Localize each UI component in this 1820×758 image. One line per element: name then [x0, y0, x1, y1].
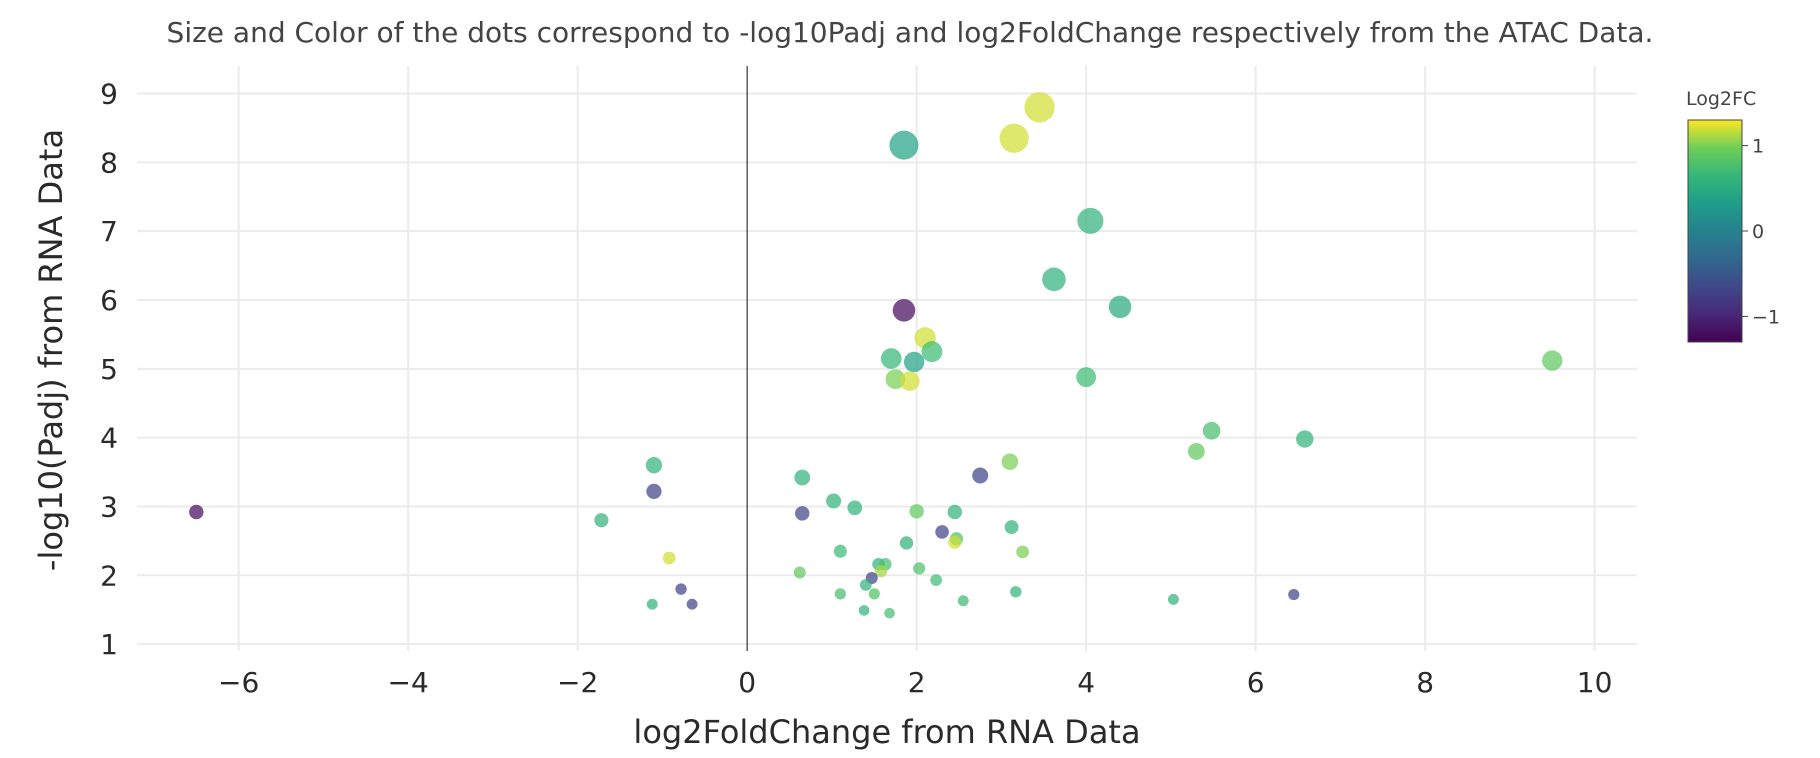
- data-point: [646, 483, 662, 499]
- data-point: [858, 605, 870, 616]
- data-points: [189, 92, 1563, 619]
- grid-lines: [137, 66, 1637, 651]
- x-tick-label: 0: [738, 666, 756, 699]
- data-point: [921, 341, 943, 363]
- y-tick-label: 3: [100, 490, 118, 523]
- colorbar-title: Log2FC: [1686, 88, 1756, 110]
- x-tick-label: −6: [218, 666, 259, 699]
- colorbar-ticks: 1 0 −1: [1742, 136, 1780, 328]
- data-point: [899, 536, 914, 550]
- y-axis-ticks: 1 2 3 4 5 6 7 8 9: [100, 78, 118, 662]
- data-point: [675, 583, 687, 595]
- x-tick-label: 2: [908, 666, 926, 699]
- data-point: [889, 130, 919, 160]
- data-point: [885, 369, 906, 390]
- colorbar-tick-label: 1: [1752, 136, 1764, 158]
- x-tick-label: 10: [1577, 666, 1613, 699]
- data-point: [1077, 207, 1104, 234]
- data-point: [1296, 430, 1314, 448]
- data-point: [794, 469, 811, 486]
- x-tick-label: 4: [1077, 666, 1095, 699]
- data-point: [1004, 520, 1019, 535]
- data-point: [1167, 593, 1179, 605]
- colorbar-tick-label: 0: [1752, 221, 1764, 243]
- data-point: [903, 351, 925, 373]
- data-point: [935, 525, 949, 539]
- data-point: [189, 504, 204, 520]
- data-point: [662, 551, 676, 565]
- data-point: [1016, 545, 1029, 559]
- data-point: [833, 544, 847, 558]
- colorbar-tick-label: −1: [1752, 306, 1780, 328]
- y-tick-label: 5: [100, 353, 118, 386]
- data-point: [1001, 453, 1019, 471]
- data-point: [947, 504, 963, 520]
- data-point: [892, 299, 916, 322]
- data-point: [859, 579, 872, 591]
- colorbar-gradient: [1687, 119, 1743, 343]
- data-point: [868, 588, 880, 600]
- x-axis-title: log2FoldChange from RNA Data: [633, 713, 1140, 751]
- data-point: [686, 598, 698, 610]
- data-point: [930, 574, 943, 586]
- x-tick-label: −2: [557, 666, 598, 699]
- data-point: [1542, 350, 1563, 371]
- data-point: [795, 506, 810, 521]
- data-point: [594, 513, 609, 528]
- data-point: [948, 535, 962, 549]
- y-axis-title: -log10(Padj) from RNA Data: [32, 129, 70, 571]
- data-point: [900, 371, 920, 391]
- y-tick-label: 7: [100, 215, 118, 248]
- data-point: [826, 493, 842, 509]
- data-point: [874, 565, 888, 578]
- data-point: [880, 348, 902, 369]
- x-tick-label: 8: [1416, 666, 1434, 699]
- data-point: [645, 457, 663, 474]
- data-point: [793, 566, 806, 579]
- data-point: [847, 500, 863, 516]
- data-point: [1042, 267, 1066, 292]
- data-point: [1024, 92, 1055, 123]
- data-point: [999, 123, 1029, 153]
- data-point: [913, 562, 926, 575]
- data-point: [1187, 442, 1205, 460]
- data-point: [1010, 586, 1022, 598]
- x-axis-ticks: −6 −4 −2 0 2 4 6 8 10: [218, 666, 1612, 699]
- y-tick-label: 8: [100, 146, 118, 179]
- x-tick-label: 6: [1247, 666, 1265, 699]
- chart-title: Size and Color of the dots correspond to…: [167, 16, 1654, 49]
- data-point: [884, 607, 895, 619]
- data-point: [957, 595, 969, 607]
- y-tick-label: 1: [100, 628, 118, 661]
- data-point: [1202, 421, 1221, 440]
- y-tick-label: 6: [100, 284, 118, 317]
- colorbar: Log2FC 1 0 −1: [1686, 88, 1780, 343]
- data-point: [1076, 367, 1097, 387]
- y-tick-label: 2: [100, 559, 118, 592]
- data-point: [909, 504, 924, 519]
- x-tick-label: −4: [388, 666, 429, 699]
- y-tick-label: 4: [100, 422, 118, 455]
- data-point: [1108, 295, 1132, 319]
- y-tick-label: 9: [100, 78, 118, 111]
- data-point: [1288, 588, 1300, 601]
- data-point: [972, 467, 989, 484]
- data-point: [646, 598, 658, 610]
- data-point: [834, 588, 846, 600]
